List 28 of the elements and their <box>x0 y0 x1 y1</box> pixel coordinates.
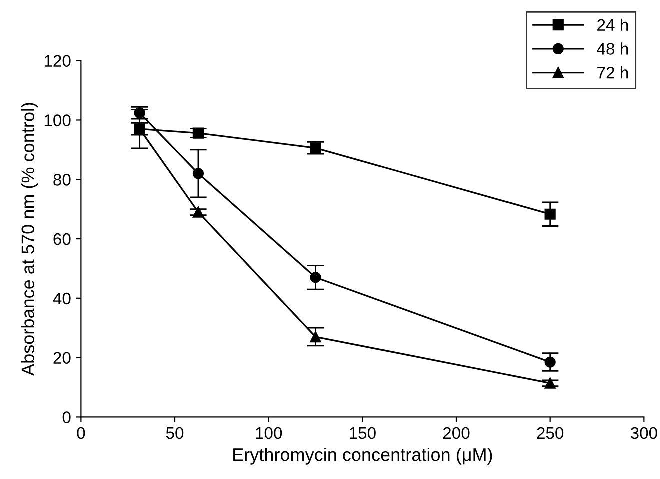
y-tick-label: 120 <box>44 55 71 68</box>
legend-label: 72 h <box>598 66 628 79</box>
x-tick-label: 200 <box>443 427 470 440</box>
x-axis-title: Erythromycin concentration (μM) <box>234 448 492 465</box>
legend-label: 48 h <box>597 42 628 55</box>
x-tick-label: 100 <box>256 427 282 440</box>
point <box>544 378 556 389</box>
x-tick-label: 0 <box>77 427 86 440</box>
y-tick-label: 80 <box>54 174 71 186</box>
y-tick-label: 0 <box>62 412 71 424</box>
y-axis-title: Absorbance at 570 nm (% control) <box>21 103 38 376</box>
point <box>310 331 322 343</box>
x-tick-label: 300 <box>630 427 658 440</box>
point <box>192 168 204 180</box>
y-tick-label: 40 <box>53 292 71 305</box>
point <box>192 206 204 218</box>
point <box>192 128 204 139</box>
point <box>544 356 556 368</box>
x-tick-label: 150 <box>350 427 376 440</box>
y-tick-label: 100 <box>44 114 71 126</box>
legend-label: 24 h <box>598 18 628 31</box>
x-tick-label: 250 <box>537 427 564 440</box>
y-tick-label: 60 <box>54 233 71 246</box>
x-tick-label: 50 <box>166 427 184 440</box>
point <box>310 272 322 284</box>
y-tick-label: 20 <box>54 352 71 364</box>
point <box>310 142 322 154</box>
point <box>544 208 556 220</box>
